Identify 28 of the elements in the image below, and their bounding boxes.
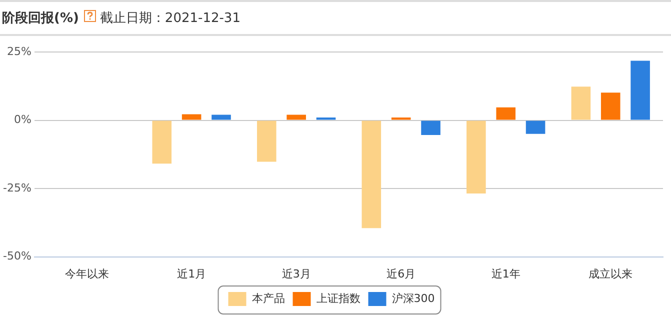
y-tick-label: 0%: [14, 113, 32, 126]
bar: [212, 114, 231, 120]
bar: [630, 60, 650, 120]
bar: [600, 92, 620, 120]
y-tick-label: 25%: [6, 44, 32, 58]
x-tick-label: 近3月: [282, 267, 311, 280]
x-tick-label: 今年以来: [64, 267, 109, 280]
y-tick-label: -25%: [2, 181, 32, 194]
bar: [466, 120, 486, 194]
x-tick-label: 成立以来: [588, 267, 633, 280]
chart-title: 阶段回报(%): [2, 10, 79, 27]
chart-subtitle: 截止日期：2021-12-31: [100, 10, 240, 27]
legend-label: 沪深300: [392, 292, 435, 305]
bar: [526, 120, 546, 134]
bar: [362, 120, 382, 228]
x-tick-label: 近1月: [177, 267, 206, 280]
legend-label: 本产品: [252, 292, 285, 305]
bar: [571, 86, 591, 120]
y-tick-label: -50%: [2, 250, 32, 263]
bar: [496, 107, 516, 120]
legend-label: 上证指数: [316, 292, 360, 305]
bar: [257, 120, 276, 162]
bar: [152, 120, 172, 164]
x-tick-label: 近6月: [386, 267, 416, 280]
bar: [286, 114, 306, 120]
bar: [421, 120, 440, 136]
bar: [182, 114, 202, 120]
x-tick-label: 近1年: [491, 267, 520, 280]
